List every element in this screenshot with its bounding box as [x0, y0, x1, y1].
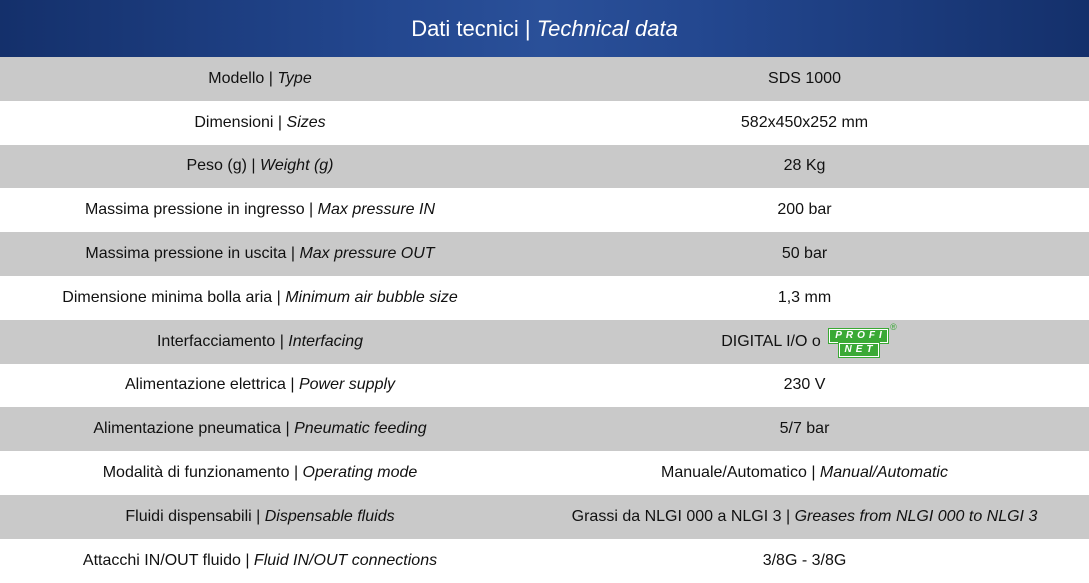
table-row: Alimentazione pneumatica | Pneumatic fee… [0, 407, 1089, 452]
label-text: Max pressure IN [317, 201, 436, 219]
value-cell: 50 bar [520, 245, 1089, 263]
label-cell: Attacchi IN/OUT fluido | Fluid IN/OUT co… [0, 552, 520, 570]
table-body: Modello | Type SDS 1000 Dimensioni | Sizes… [0, 57, 1089, 583]
table-row: Alimentazione elettrica | Power supply 23… [0, 364, 1089, 408]
value-cell: 5/7 bar [520, 420, 1089, 438]
value-text: 50 bar [781, 245, 828, 263]
table-row: Dimensioni | Sizes 582x450x252 mm [0, 101, 1089, 145]
logo-mark: ® [890, 321, 897, 332]
table-row: Dimensione minima bolla aria | Minimum a… [0, 276, 1089, 320]
label-cell: Interfacciamento | Interfacing [0, 333, 520, 351]
label-text: Max pressure OUT [299, 245, 435, 263]
value-text: 1,3 mm [777, 288, 832, 306]
value-text: 230 V [783, 376, 826, 394]
label-text: Power supply [298, 376, 396, 394]
label-cell: Massima pressione in ingresso | Max pres… [0, 201, 520, 219]
label-text: Interfacciamento | [156, 332, 289, 350]
label-text: Dimensioni | [194, 113, 287, 131]
table-row: Fluidi dispensabili | Dispensable fluids… [0, 494, 1089, 539]
table-row: Attacchi IN/OUT fluido | Fluid IN/OUT co… [0, 539, 1089, 583]
table-header: Dati tecnici | Technical data [0, 0, 1089, 57]
value-text: 5/7 bar [779, 420, 830, 438]
header-text: Technical data [536, 15, 678, 41]
value-cell: 1,3 mm [520, 289, 1089, 307]
label-text: Minimum air bubble size [285, 288, 458, 306]
label-cell: Fluidi dispensabili | Dispensable fluids [0, 508, 520, 526]
label-text: Fluidi dispensabili | [125, 507, 265, 525]
value-cell: 200 bar [520, 201, 1089, 219]
value-text: Manuale/Automatico | [661, 464, 820, 482]
label-text: Massima pressione in ingresso | [84, 201, 318, 219]
label-text: Dispensable fluids [264, 507, 395, 525]
label-cell: Peso (g) | Weight (g) [0, 157, 520, 175]
value-cell: 230 V [520, 376, 1089, 394]
label-cell: Alimentazione pneumatica | Pneumatic fee… [0, 420, 520, 438]
label-text: Sizes [286, 113, 326, 131]
label-cell: Modello | Type [0, 70, 520, 88]
value-text: 3/8G - 3/8G [762, 551, 847, 569]
label-text: Interfacing [288, 332, 364, 350]
label-text: Alimentazione pneumatica | [93, 420, 295, 438]
table-row: Massima pressione in uscita | Max pressu… [0, 232, 1089, 276]
label-text: Alimentazione elettrica | [124, 376, 299, 394]
value-cell: 28 Kg [520, 157, 1089, 175]
value-cell: 582x450x252 mm [520, 114, 1089, 132]
label-text: Operating mode [302, 464, 418, 482]
logo-word: NET [837, 341, 880, 358]
value-text: Greases from NLGI 000 to NLGI 3 [794, 507, 1038, 525]
table-row: Interfacciamento | Interfacing DIGITAL I/… [0, 319, 1089, 364]
value-cell: DIGITAL I/O o PROFI NET ® [520, 322, 1089, 358]
label-text: Fluid IN/OUT connections [253, 551, 438, 569]
value-text: 582x450x252 mm [740, 113, 869, 131]
value-text: Grassi da NLGI 000 a NLGI 3 | [571, 507, 795, 525]
label-text: Type [277, 69, 312, 87]
label-cell: Dimensione minima bolla aria | Minimum a… [0, 289, 520, 307]
label-text: Weight (g) [260, 157, 334, 175]
value-text: DIGITAL I/O o [721, 332, 826, 350]
label-text: Dimensione minima bolla aria | [62, 288, 286, 306]
label-cell: Modalità di funzionamento | Operating mo… [0, 464, 520, 482]
label-text: Attacchi IN/OUT fluido | [82, 551, 254, 569]
table-row: Modalità di funzionamento | Operating mo… [0, 451, 1089, 495]
table-row: Massima pressione in ingresso | Max pres… [0, 188, 1089, 232]
table-row: Modello | Type SDS 1000 [0, 57, 1089, 101]
label-cell: Alimentazione elettrica | Power supply [0, 376, 520, 394]
label-cell: Massima pressione in uscita | Max pressu… [0, 245, 520, 263]
table-row: Peso (g) | Weight (g) 28 Kg [0, 144, 1089, 189]
label-text: Peso (g) | [186, 157, 260, 175]
label-text: Massima pressione in uscita | [85, 245, 300, 263]
value-text: 200 bar [777, 201, 832, 219]
label-cell: Dimensioni | Sizes [0, 114, 520, 132]
value-cell: SDS 1000 [520, 70, 1089, 88]
value-text: Manual/Automatic [819, 464, 948, 482]
value-cell: Manuale/Automatico | Manual/Automatic [520, 464, 1089, 482]
label-text: Modalità di funzionamento | [102, 464, 303, 482]
label-text: Modello | [208, 69, 278, 87]
value-cell: Grassi da NLGI 000 a NLGI 3 | Greases fr… [520, 508, 1089, 526]
header-text: Dati tecnici | [411, 15, 537, 41]
value-cell: 3/8G - 3/8G [520, 552, 1089, 570]
value-text: 28 Kg [783, 157, 826, 175]
profinet-logo: PROFI NET ® [828, 322, 897, 358]
label-text: Pneumatic feeding [294, 420, 427, 438]
logo-word: PROFI [828, 327, 889, 344]
value-text: SDS 1000 [768, 69, 841, 87]
